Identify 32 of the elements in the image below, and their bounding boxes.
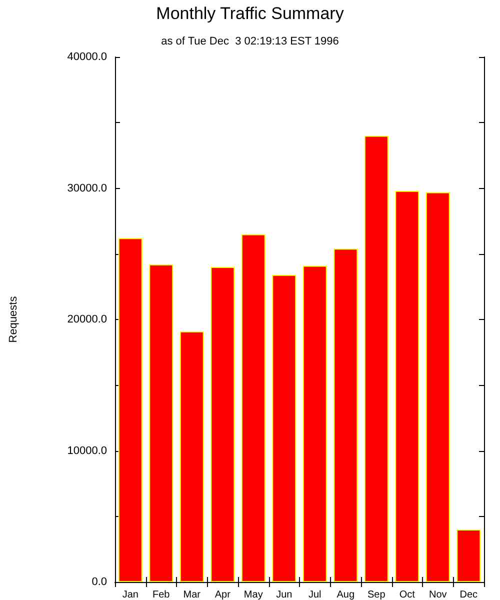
x-tick-label: Aug xyxy=(336,590,355,600)
bar xyxy=(118,238,142,582)
bar xyxy=(180,331,204,582)
y-tick-label: 40000.0 xyxy=(67,51,107,63)
y-tick-label: 0.0 xyxy=(92,576,107,588)
x-tick-label: Oct xyxy=(399,590,416,600)
bar xyxy=(272,274,296,582)
y-tick-label: 30000.0 xyxy=(67,182,107,194)
bar xyxy=(302,266,327,582)
x-tick-label: Jun xyxy=(276,590,292,600)
y-axis-title: Requests xyxy=(8,296,20,343)
bar xyxy=(210,267,235,582)
x-tick-label: May xyxy=(244,590,263,600)
x-tick-label: Sep xyxy=(367,590,386,600)
x-tick-label: Mar xyxy=(183,590,202,600)
x-tick-label: Apr xyxy=(214,590,232,600)
bar xyxy=(426,192,450,582)
bar xyxy=(334,248,358,582)
y-tick-label: 20000.0 xyxy=(67,314,107,326)
y-tick-label: 10000.0 xyxy=(67,444,107,457)
x-tick-label: Jan xyxy=(122,590,138,600)
chart-title: Monthly Traffic Summary xyxy=(156,4,344,23)
bar xyxy=(241,234,266,582)
x-tick-label: Feb xyxy=(152,590,170,600)
x-tick-label: Dec xyxy=(460,590,478,600)
bar xyxy=(364,136,388,582)
x-tick-label: Nov xyxy=(428,590,447,600)
bar xyxy=(456,530,481,582)
x-tick-label: Jul xyxy=(308,590,322,600)
chart-subtitle: as of Tue Dec 3 02:19:13 EST 1996 xyxy=(161,36,339,48)
bar xyxy=(149,264,174,582)
bar xyxy=(395,190,420,582)
